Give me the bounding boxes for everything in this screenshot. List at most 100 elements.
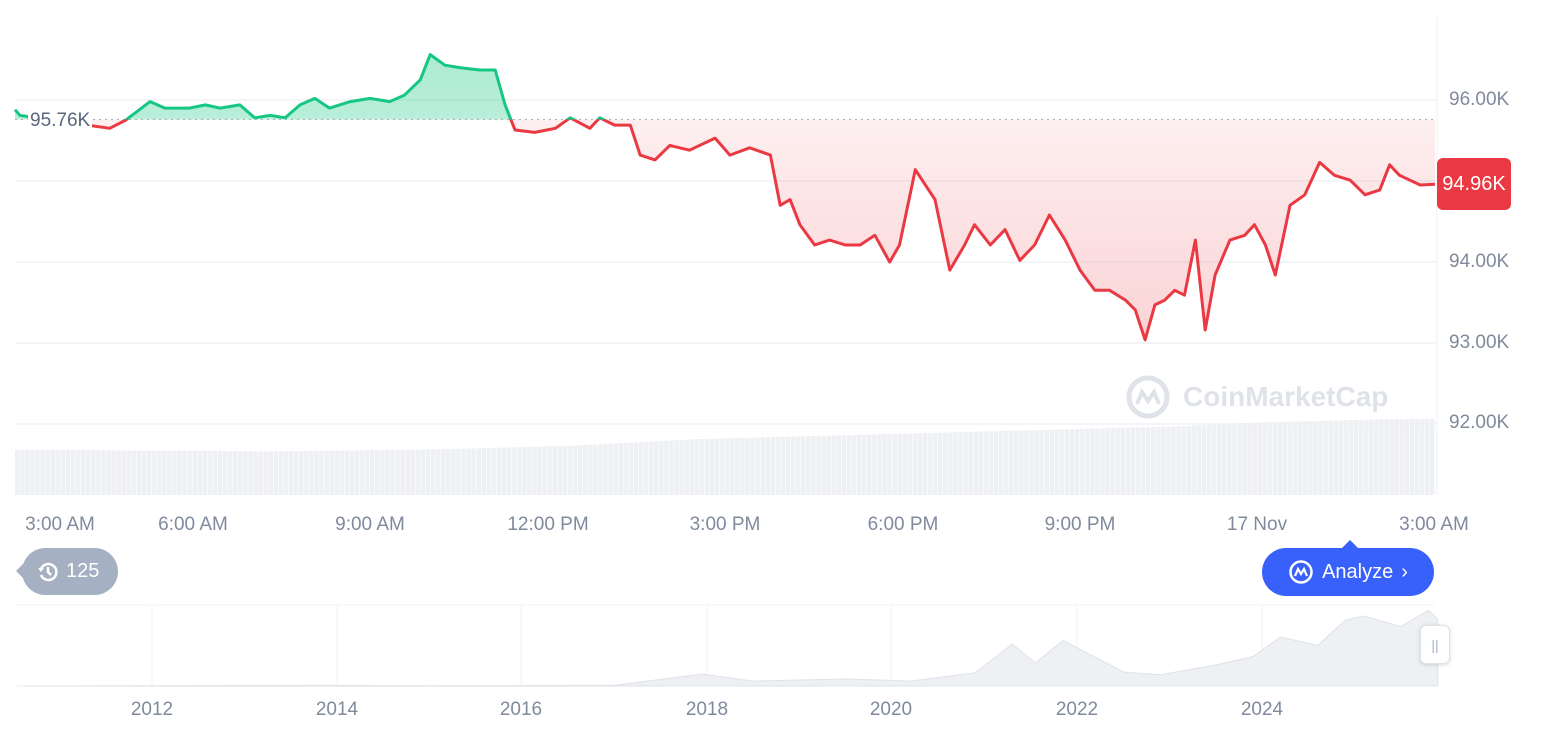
volume-bar (339, 450, 345, 495)
volume-bar (1313, 421, 1318, 495)
volume-bar (790, 436, 796, 495)
volume-bar (973, 431, 978, 495)
volume-bar (1419, 418, 1425, 495)
volume-bar (243, 451, 248, 495)
volume-bar (633, 442, 639, 495)
volume-bar (481, 448, 487, 495)
analyze-button[interactable]: Analyze › (1262, 540, 1434, 596)
volume-bar (425, 449, 431, 495)
x-tick-label: 3:00 PM (689, 514, 761, 535)
volume-bar (1338, 420, 1344, 495)
history-badge[interactable]: 125 (16, 548, 118, 595)
volume-bar (988, 431, 994, 495)
volume-bar (400, 449, 405, 495)
volume-bar (466, 448, 471, 495)
coinmarketcap-logo-icon (1126, 375, 1170, 419)
volume-bar (1374, 419, 1379, 495)
volume-bar (1125, 427, 1131, 495)
volume-bar (1140, 427, 1146, 495)
volume-bar (1014, 430, 1019, 495)
volume-bar (963, 431, 968, 495)
gain-area (15, 54, 1435, 120)
volume-bar (532, 446, 537, 495)
volume-bar (735, 438, 740, 495)
volume-bar (943, 432, 948, 495)
volume-bar (547, 446, 552, 495)
x-tick-label: 3:00 AM (25, 514, 95, 535)
volume-bar (1384, 419, 1389, 495)
volume-bar (1369, 419, 1374, 495)
volume-bar (288, 451, 294, 495)
volume-bar (938, 432, 943, 495)
volume-bar (765, 437, 771, 495)
volume-bar (1287, 421, 1293, 495)
volume-bar (932, 432, 938, 495)
volume-bar (30, 449, 35, 495)
volume-bar (978, 431, 984, 495)
volume-bar (1105, 428, 1110, 495)
volume-bar (648, 441, 654, 495)
volume-bar (1039, 429, 1044, 495)
volume-bar (527, 446, 532, 495)
volume-bar (182, 450, 187, 495)
watermark-text: CoinMarketCap (1183, 381, 1389, 412)
volume-bar (157, 450, 162, 495)
volume-bar (867, 434, 872, 495)
volume-bar (613, 443, 618, 495)
volume-bar (552, 446, 558, 495)
volume-bar (882, 434, 887, 495)
volume-bar (364, 450, 370, 495)
volume-bar (212, 450, 218, 495)
volume-bar (1049, 429, 1055, 495)
navigator-drag-handle[interactable]: || (1420, 625, 1450, 664)
volume-bar (334, 450, 339, 495)
volume-bar (385, 449, 390, 495)
volume-bar (603, 443, 608, 495)
volume-bar (390, 449, 395, 495)
volume-bar (1247, 422, 1252, 495)
volume-bar (577, 445, 583, 495)
volume-bar (811, 436, 816, 495)
volume-bar (1399, 419, 1404, 495)
volume-bar (1009, 430, 1014, 495)
volume-bar (1166, 426, 1171, 495)
volume-bar (1364, 419, 1369, 495)
y-tick-label: 94.00K (1449, 251, 1510, 272)
volume-bar (897, 433, 902, 495)
volume-bar (623, 442, 629, 495)
navigator-area (22, 609, 1439, 687)
volume-bar (1064, 429, 1070, 495)
volume-bar (775, 437, 781, 495)
volume-bar (517, 447, 522, 495)
volume-bar (608, 443, 613, 495)
volume-bar (1156, 426, 1161, 495)
volume-bar (1343, 420, 1349, 495)
x-tick-label: 3:00 AM (1399, 514, 1469, 535)
volume-bar (522, 447, 527, 495)
volume-bar (456, 448, 461, 495)
volume-bar (806, 436, 811, 495)
y-tick-label: 92.00K (1449, 412, 1510, 433)
history-count: 125 (66, 560, 100, 582)
volume-bar (197, 450, 203, 495)
x-tick-label: 12:00 PM (507, 514, 589, 535)
volume-bar (101, 450, 106, 495)
volume-bar (1333, 420, 1339, 495)
volume-bar (557, 446, 563, 495)
volume-bar (821, 435, 826, 495)
volume-bar (1394, 419, 1399, 495)
volume-bar (1252, 422, 1257, 495)
volume-bar (755, 437, 760, 495)
volume-bar (572, 445, 578, 495)
volume-bar (1130, 427, 1136, 495)
volume-bar (25, 449, 30, 495)
volume-bar (1191, 425, 1197, 495)
volume-bar (968, 431, 973, 495)
volume-bar (785, 436, 791, 495)
volume-bar (1348, 420, 1354, 495)
volume-bar (998, 431, 1004, 495)
watermark: CoinMarketCap (1125, 374, 1388, 420)
volume-bar (1176, 426, 1181, 495)
x-tick-label: 9:00 PM (1044, 514, 1116, 535)
